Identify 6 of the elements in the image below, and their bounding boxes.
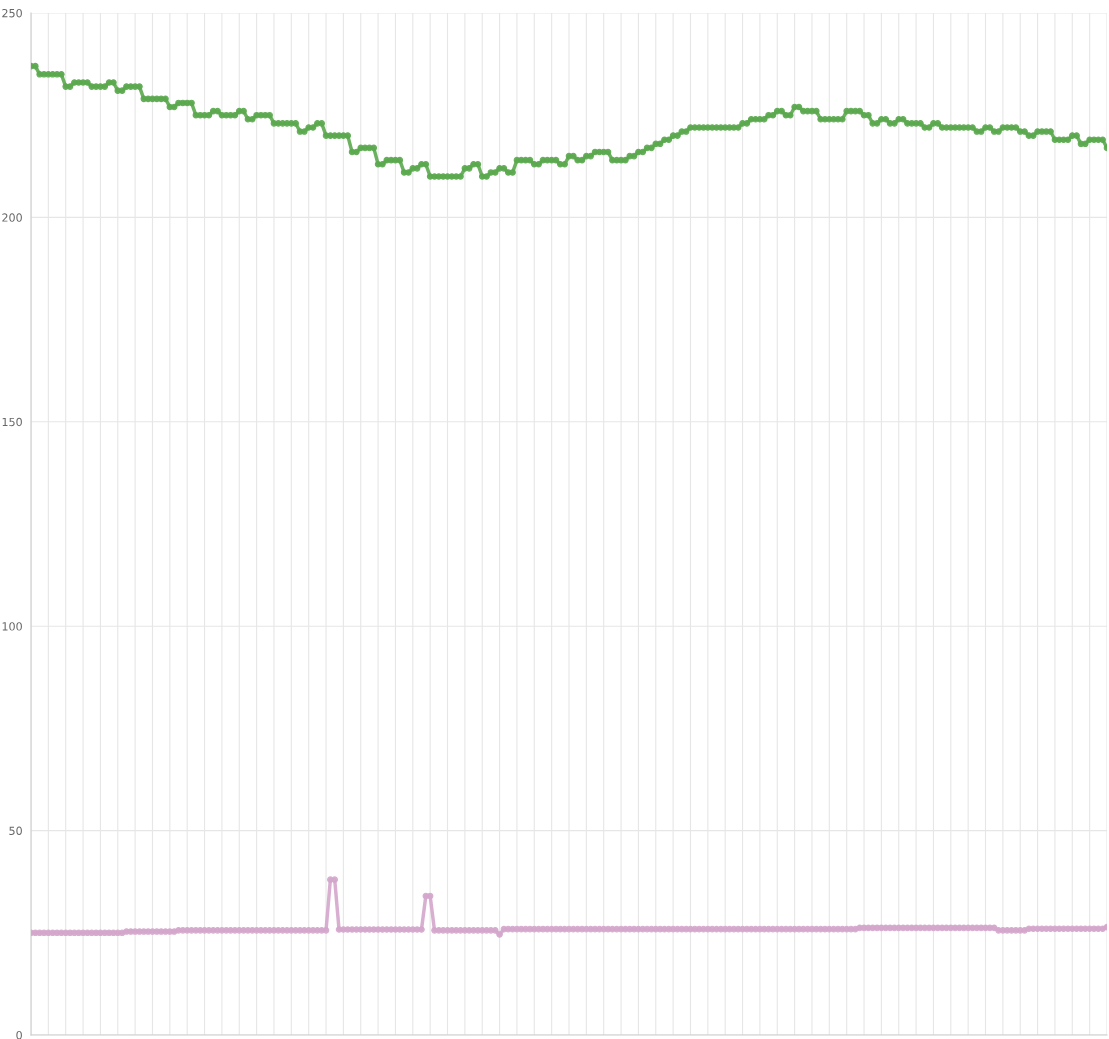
y-tick-label: 100 xyxy=(2,622,22,631)
y-tick-label: 250 xyxy=(2,8,22,18)
y-tick-label: 50 xyxy=(9,826,22,835)
y-tick-label: 200 xyxy=(2,213,22,222)
y-tick-label: 0 xyxy=(16,1030,22,1039)
y-tick-label: 150 xyxy=(2,417,22,427)
